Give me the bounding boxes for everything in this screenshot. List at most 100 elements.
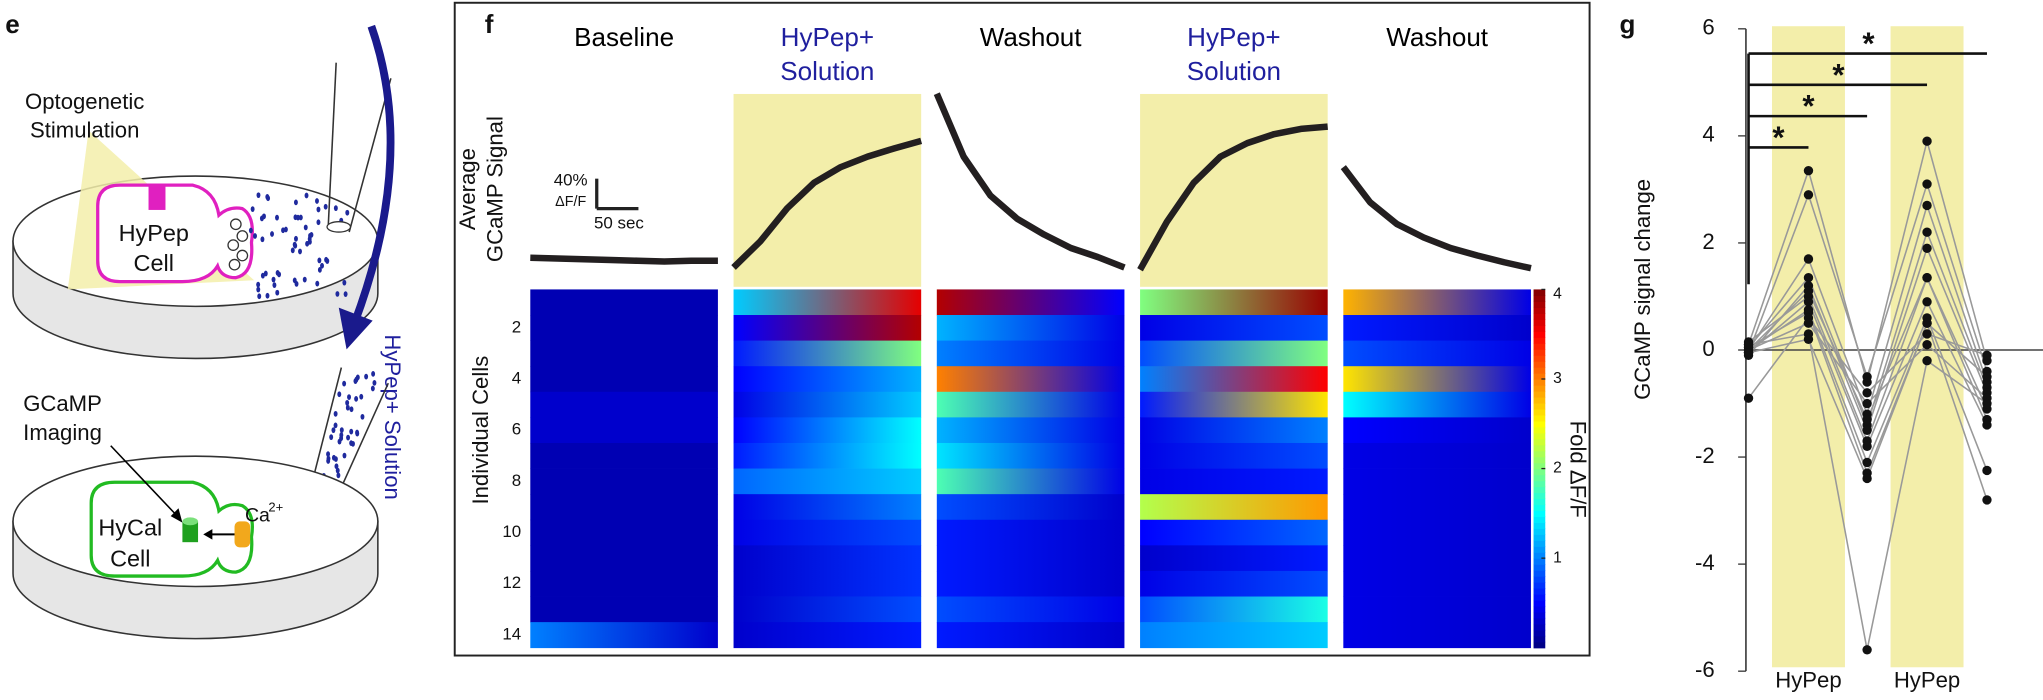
heatmap-row — [1343, 417, 1531, 444]
colorbar-tick-label: 4 — [1553, 286, 1562, 303]
heatmap-row — [733, 289, 922, 316]
pipette-tip — [326, 221, 352, 233]
label: Cell — [134, 250, 174, 276]
panel-label: e — [5, 9, 20, 39]
heatmap-row — [1140, 315, 1328, 341]
y-tick-label: -2 — [1695, 443, 1715, 468]
dot — [324, 256, 329, 263]
row-tick-label: 2 — [512, 317, 521, 336]
significance: * — [1862, 26, 1875, 61]
colorbar-step — [1533, 558, 1546, 565]
label: GCaMP — [23, 391, 102, 416]
heatmap-row — [936, 340, 1125, 367]
colorbar-label: Fold ΔF/F — [1566, 421, 1591, 518]
colorbar-step — [1533, 373, 1546, 380]
heatmap-row — [936, 622, 1125, 649]
heatmap-row — [1140, 391, 1328, 418]
y-tick-label: 2 — [1702, 229, 1714, 254]
calcium-channel — [234, 521, 251, 548]
heatmap-row — [733, 417, 922, 444]
colorbar-step — [1533, 378, 1546, 386]
row-tick-label: 12 — [502, 573, 521, 592]
column-title: Solution — [780, 56, 874, 86]
transfer-arrow — [350, 24, 395, 325]
colorbar-step — [1533, 438, 1546, 446]
heatmap-row — [936, 468, 1125, 495]
colorbar-step — [1533, 343, 1546, 350]
colorbar-step — [1533, 498, 1546, 506]
label: HyCal — [98, 514, 162, 540]
dot — [326, 451, 331, 457]
heatmap-row — [530, 289, 718, 316]
heatmap-row — [530, 570, 718, 597]
panel-label: f — [485, 9, 494, 39]
dot — [335, 291, 340, 297]
dot — [372, 379, 377, 386]
dot — [275, 214, 279, 221]
dot — [315, 198, 319, 204]
heatmap-row — [1343, 622, 1531, 649]
average-trace — [530, 254, 718, 265]
heatmap-row — [1140, 442, 1328, 469]
heatmap-row — [936, 289, 1125, 316]
dot — [345, 404, 350, 411]
panel-label: g — [1620, 9, 1636, 39]
arrow-head — [338, 307, 373, 350]
colorbar-step — [1533, 307, 1546, 314]
stimulus-band — [1140, 93, 1328, 287]
pipette — [348, 78, 392, 233]
data-point — [1922, 179, 1932, 189]
dot — [272, 282, 277, 289]
colorbar-tick-label: 1 — [1553, 549, 1562, 566]
heatmap-row — [733, 545, 922, 572]
y-tick-label: 0 — [1702, 336, 1714, 361]
colorbar-step — [1533, 605, 1546, 613]
colorbar-step — [1533, 510, 1546, 517]
heatmap-row — [1140, 468, 1328, 495]
heatmap-row — [1140, 545, 1328, 572]
x-tick-label: HyPep — [1775, 667, 1841, 692]
label: Optogenetic — [25, 89, 144, 114]
panel-frame — [453, 1, 1591, 657]
data-point — [1862, 425, 1872, 435]
y-axis-label: GCaMP signal change — [1630, 179, 1655, 400]
row-tick-label: 14 — [502, 624, 521, 643]
dot — [265, 292, 270, 299]
significance: * — [1802, 89, 1815, 124]
column-title: HyPep+ — [781, 22, 874, 52]
colorbar-step — [1533, 361, 1546, 368]
data-point — [1862, 645, 1872, 655]
heatmap-row — [530, 519, 718, 546]
data-point — [1743, 347, 1754, 358]
heatmap-row — [936, 442, 1125, 469]
dot — [370, 385, 375, 392]
heatmap-row — [733, 391, 922, 418]
data-point — [1862, 441, 1872, 452]
heatmap-row — [1343, 519, 1531, 546]
dot — [256, 286, 261, 293]
data-point — [1922, 329, 1932, 339]
heatmap-row — [1343, 596, 1531, 623]
dot — [339, 435, 344, 442]
data-point — [1803, 165, 1814, 176]
colorbar-step — [1533, 641, 1546, 649]
dot — [294, 281, 299, 287]
dot — [371, 371, 376, 377]
heatmap-row — [1140, 519, 1328, 546]
colorbar-step — [1533, 492, 1546, 500]
dot — [298, 248, 302, 255]
heatmap-row — [936, 391, 1125, 418]
dot — [248, 227, 253, 234]
dot — [364, 373, 369, 380]
heatmap-row — [530, 494, 718, 521]
colorbar-tick-label: 2 — [1553, 460, 1562, 477]
dot — [260, 272, 265, 279]
significance: * — [1772, 120, 1785, 155]
heatmap-row — [936, 596, 1125, 623]
heatmap-row — [530, 366, 718, 393]
dot — [339, 427, 344, 433]
data-point — [1862, 457, 1872, 468]
data-point — [1803, 334, 1814, 344]
dot — [342, 452, 347, 459]
label: Imaging — [23, 420, 102, 445]
